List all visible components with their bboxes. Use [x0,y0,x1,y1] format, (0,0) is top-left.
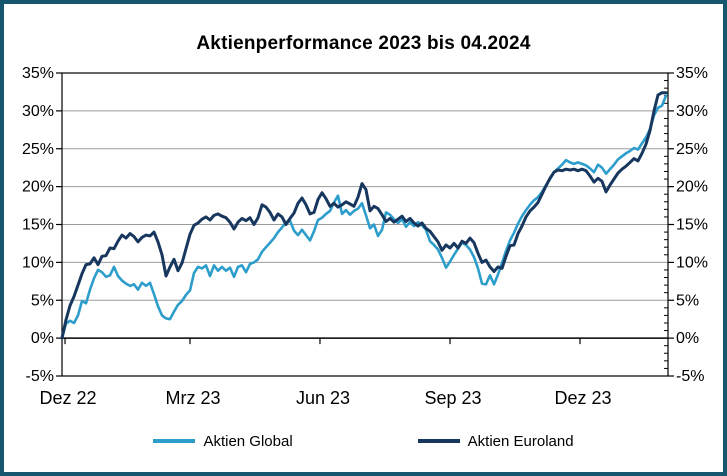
y-axis-label-right: 10% [676,254,708,271]
y-axis-label-left: 15% [22,217,54,234]
y-axis-label-left: 0% [31,330,54,347]
x-axis-label: Jun 23 [296,388,350,408]
y-axis-label-right: 35% [676,65,708,82]
aktien-global-line-swatch [153,439,196,443]
y-axis-label-right: 15% [676,217,708,234]
y-axis-label-left: 30% [22,103,54,120]
y-axis-label-left: -5% [26,368,54,385]
series-line-aktien-global [60,94,668,340]
chart-title: Aktienperformance 2023 bis 04.2024 [196,33,531,54]
y-axis-label-left: 20% [22,179,54,196]
y-axis-label-right: 0% [676,330,699,347]
x-axis-label: Sep 23 [424,388,481,408]
x-axis-label: Dez 22 [40,388,97,408]
y-axis-label-right: 20% [676,179,708,196]
chart-legend: Aktien Global Aktien Euroland [4,426,723,456]
y-axis-label-right: -5% [676,368,704,385]
y-axis-label-right: 25% [676,141,708,158]
legend-item-aktien-global: Aktien Global [153,432,293,450]
y-axis-label-left: 10% [22,254,54,271]
y-axis-label-left: 25% [22,141,54,158]
y-axis-label-left: 5% [31,292,54,309]
y-axis-label-right: 30% [676,103,708,120]
y-axis-label-left: 35% [22,65,54,82]
series-line-aktien-euroland [60,91,668,340]
x-axis-label: Dez 23 [554,388,611,408]
legend-item-aktien-euroland: Aktien Euroland [417,432,574,450]
x-axis-label: Mrz 23 [165,388,220,408]
legend-label-aktien-global: Aktien Global [203,432,293,450]
legend-label-aktien-euroland: Aktien Euroland [467,432,574,450]
aktien-euroland-line-swatch [417,439,460,443]
y-axis-label-right: 5% [676,292,699,309]
